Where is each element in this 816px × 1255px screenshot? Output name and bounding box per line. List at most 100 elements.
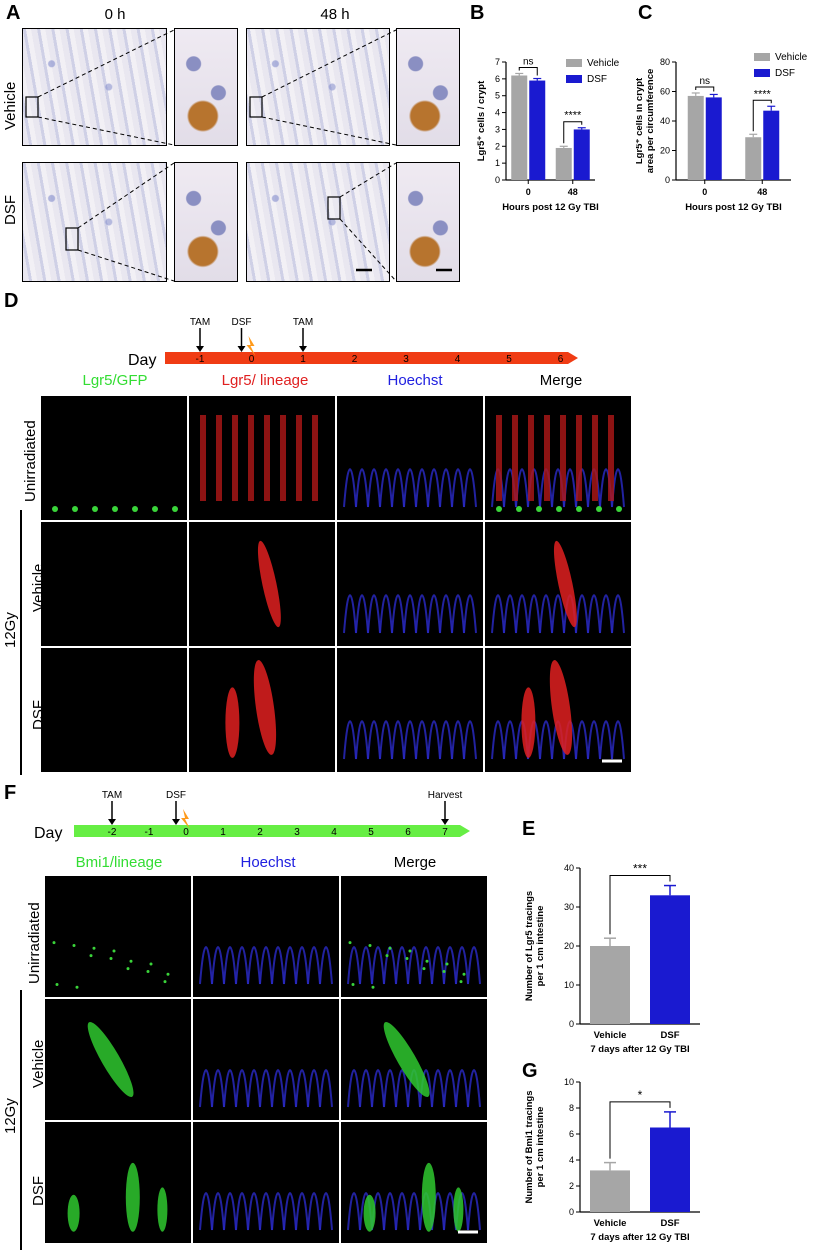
lineage-trace (248, 415, 254, 501)
villus-outline (463, 468, 477, 508)
lineage-signal (149, 962, 153, 966)
villus-outline (319, 1069, 333, 1108)
significance-bracket (752, 99, 772, 132)
villus-outline (407, 946, 421, 985)
lineage-signal (442, 969, 446, 973)
ihc-dsf-0h (22, 162, 167, 282)
y-axis-label-line2: area per circumference (645, 69, 656, 174)
panel-f-group-bracket (20, 990, 22, 1250)
significance-bracket (695, 86, 715, 92)
villus-outline (223, 946, 237, 985)
panel-d-col-hoechst: Hoechst (387, 372, 443, 389)
y-axis-label-line2: per 1 cm intestine (535, 1107, 546, 1188)
lineage-signal (72, 943, 76, 947)
fluorescence-image-r0c3 (485, 396, 631, 520)
villus-outline (515, 594, 529, 634)
villus-outline (379, 720, 393, 760)
lineage-trace (125, 1162, 140, 1232)
panel-f-fluorescence-grid (45, 876, 487, 1243)
villus-outline (295, 1192, 309, 1231)
lineage-trace (592, 415, 598, 501)
lineage-signal (405, 956, 409, 960)
y-tick-label: 40 (564, 863, 574, 873)
y-axis-label: Lgr5⁺ cells / crypt (476, 80, 487, 161)
panel-a-zoom-lines (25, 29, 452, 282)
lineage-trace (453, 1187, 464, 1232)
fluorescence-image-r2c1 (193, 1122, 339, 1243)
villus-outline (259, 1069, 273, 1108)
lineage-signal (425, 959, 429, 963)
villus-outline (491, 720, 505, 760)
stem-cell-signal (172, 506, 178, 512)
timeline-day-1: 1 (300, 354, 306, 365)
lineage-signal (146, 969, 150, 973)
fluorescence-image-r2c2 (337, 648, 483, 772)
x-tick-label: Vehicle (594, 1030, 627, 1041)
x-tick-label: 0 (526, 187, 531, 197)
lineage-signal (166, 972, 170, 976)
timeline-event-tam: TAM (102, 790, 122, 801)
villus-outline (527, 594, 541, 634)
villus-outline (427, 720, 441, 760)
villus-outline (343, 720, 357, 760)
villus-outline (443, 946, 457, 985)
lineage-trace (257, 540, 281, 628)
villus-outline (347, 1069, 361, 1108)
villus-outline (367, 468, 381, 508)
lineage-signal (75, 985, 79, 989)
villus-outline (355, 594, 369, 634)
legend-swatch-vehicle (754, 53, 770, 61)
y-tick-label: 8 (569, 1103, 574, 1113)
y-tick-label: 4 (569, 1155, 574, 1165)
villus-outline (463, 720, 477, 760)
villus-outline (403, 594, 417, 634)
bar-vehicle-48 (745, 137, 762, 180)
timeline-day-6: 6 (558, 354, 564, 365)
villus-outline (347, 1192, 361, 1231)
villus-outline (455, 946, 469, 985)
stem-cell-signal (132, 506, 138, 512)
villus-outline (439, 468, 453, 508)
fluorescence-image-r0c0 (41, 396, 187, 520)
stem-cell-signal (556, 506, 562, 512)
timeline-arrowhead (172, 819, 180, 825)
fluorescence-image-r1c1 (189, 522, 335, 646)
lineage-signal (385, 954, 389, 958)
significance-bracket (609, 875, 671, 935)
villus-outline (391, 594, 405, 634)
x-axis-label: 7 days after 12 Gy TBI (590, 1044, 689, 1055)
villus-outline (367, 594, 381, 634)
lineage-signal (348, 941, 352, 945)
villus-outline (343, 468, 357, 508)
lineage-trace (521, 687, 536, 758)
x-tick-label: DSF (661, 1218, 680, 1229)
villus-outline (599, 720, 613, 760)
fluorescence-image-r2c0 (41, 648, 187, 772)
legend-swatch-vehicle (566, 59, 582, 67)
lineage-trace (421, 1162, 436, 1232)
lineage-trace (553, 540, 577, 628)
lineage-signal (163, 980, 167, 984)
villus-outline (355, 468, 369, 508)
x-tick-label: 48 (757, 187, 767, 197)
timeline-day-4: 4 (331, 827, 337, 838)
villus-outline (247, 1069, 261, 1108)
villus-outline (211, 1069, 225, 1108)
bar-dsf-0 (705, 97, 722, 180)
lineage-signal (371, 985, 375, 989)
y-tick-label: 0 (569, 1207, 574, 1217)
bar-vehicle (590, 946, 630, 1024)
villus-outline (395, 1069, 409, 1108)
irradiation-lightning-icon (181, 809, 190, 829)
villus-outline (539, 594, 553, 634)
villus-outline (391, 468, 405, 508)
villus-outline (371, 946, 385, 985)
fluorescence-image-r0c1 (193, 876, 339, 997)
timeline-day-0: 0 (183, 827, 189, 838)
villus-outline (451, 720, 465, 760)
y-tick-label: 0 (569, 1019, 574, 1029)
lineage-trace (560, 415, 566, 501)
bar-dsf-0 (529, 80, 546, 180)
lineage-signal (462, 972, 466, 976)
stem-cell-signal (576, 506, 582, 512)
